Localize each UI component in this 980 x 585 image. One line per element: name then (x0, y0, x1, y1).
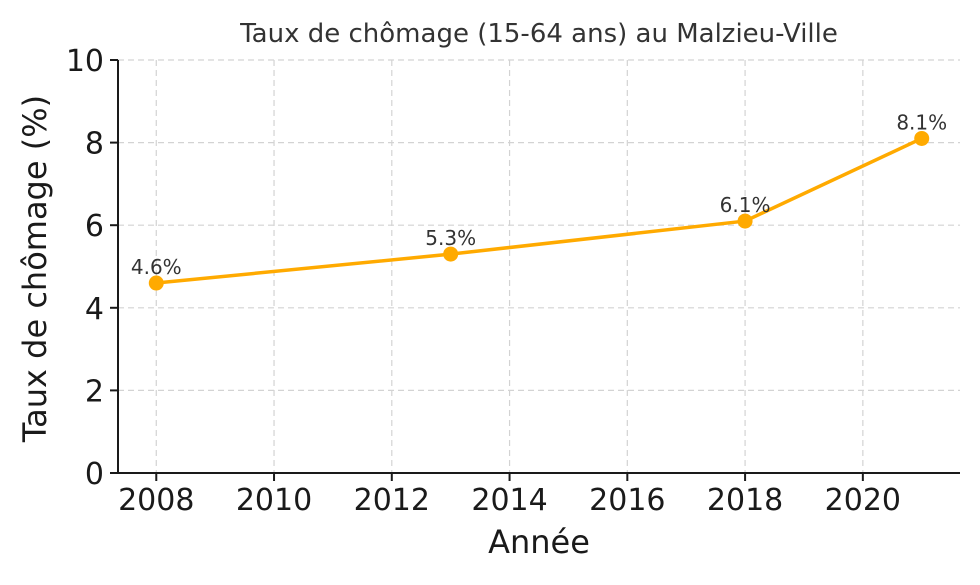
series-line (156, 136, 923, 285)
y-tick-label: 6 (85, 209, 104, 244)
y-tick-label: 8 (85, 127, 104, 162)
axes (117, 60, 960, 474)
x-tick-label: 2018 (707, 483, 783, 518)
x-tick-label: 2020 (825, 483, 901, 518)
x-tick-label: 2010 (236, 483, 312, 518)
x-tick-label: 2008 (118, 483, 194, 518)
x-tick-label: 2016 (589, 483, 665, 518)
chart-title: Taux de chômage (15-64 ans) au Malzieu-V… (239, 19, 838, 49)
y-tick-label: 0 (85, 457, 104, 492)
data-point (737, 213, 753, 229)
series: 4.6% 5.3% 6.1% 8.1% (131, 110, 947, 291)
y-tick-label: 10 (66, 44, 104, 79)
x-tick-label: 2014 (471, 483, 547, 518)
x-axis-label: Année (488, 523, 590, 561)
x-tick-label: 2012 (354, 483, 430, 518)
data-point (148, 275, 164, 291)
data-label: 4.6% (131, 255, 182, 279)
y-axis-label: Taux de chômage (%) (16, 95, 54, 443)
y-tick-label: 4 (85, 292, 104, 327)
y-tick-label: 2 (85, 374, 104, 409)
data-point (914, 130, 930, 146)
grid (118, 59, 960, 474)
data-label: 5.3% (425, 226, 476, 250)
data-point (443, 246, 459, 262)
data-label: 6.1% (720, 193, 771, 217)
data-label: 8.1% (896, 110, 947, 134)
ticks: 2008 2010 2012 2014 2016 2018 2020 0 2 4 6 8 10 (66, 44, 901, 518)
